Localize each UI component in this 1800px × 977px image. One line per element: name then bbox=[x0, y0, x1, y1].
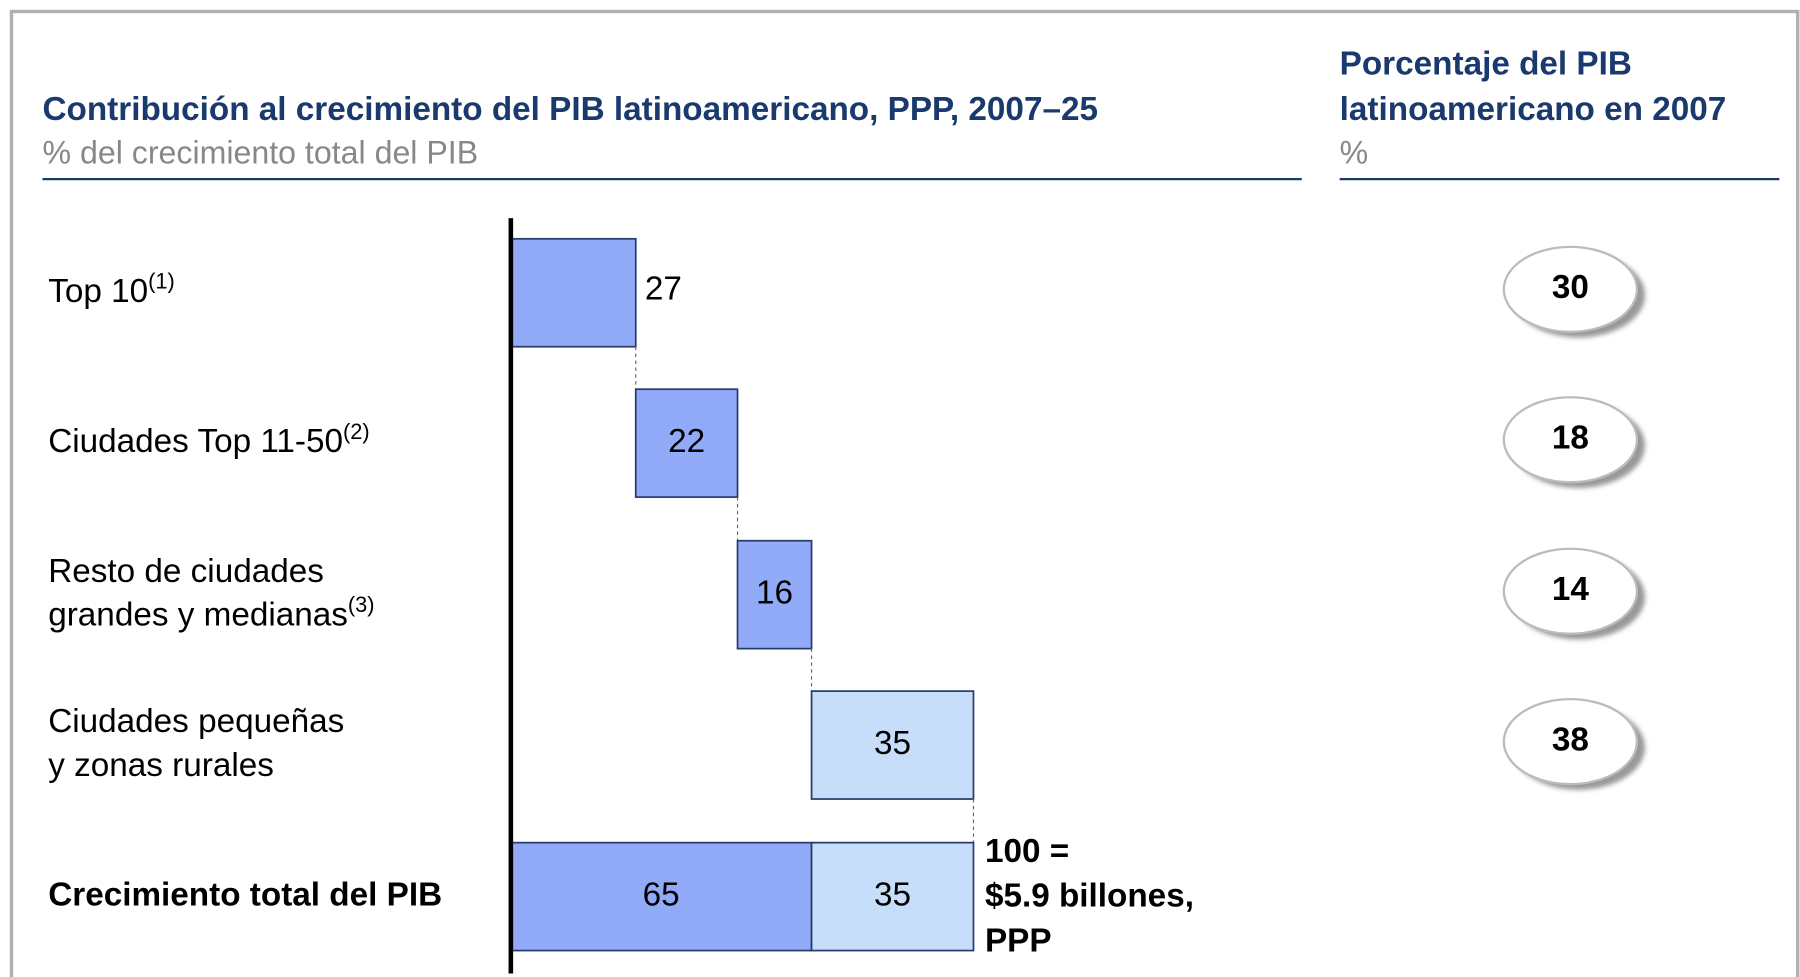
value-label: 35 bbox=[874, 876, 911, 913]
bar bbox=[810, 690, 975, 800]
category-text: Top 10 bbox=[48, 273, 148, 310]
total-bar bbox=[810, 841, 975, 952]
bubble-label: 30 bbox=[1552, 269, 1589, 306]
footnote: (1) bbox=[148, 268, 175, 293]
value-label: 22 bbox=[668, 423, 705, 460]
total-annotation: PPP bbox=[985, 922, 1052, 959]
category-label: Resto de ciudades bbox=[48, 553, 324, 590]
value-label: 35 bbox=[874, 725, 911, 762]
bubble bbox=[1502, 245, 1639, 333]
category-label: Top 10(1) bbox=[48, 268, 175, 309]
bar bbox=[509, 237, 637, 348]
category-label: Ciudades pequeñas bbox=[48, 703, 344, 740]
bubble bbox=[1502, 547, 1639, 635]
category-text: Resto de ciudades bbox=[48, 553, 324, 590]
value-label: 16 bbox=[756, 574, 793, 611]
bar bbox=[634, 388, 739, 498]
bubble bbox=[1502, 698, 1639, 786]
category-text: Ciudades Top 11-50 bbox=[48, 423, 343, 460]
bar bbox=[736, 539, 813, 650]
bubble-label: 14 bbox=[1552, 571, 1590, 608]
category-text: grandes y medianas bbox=[48, 596, 348, 633]
side-unit: % bbox=[1340, 135, 1369, 171]
bubble-label: 18 bbox=[1552, 420, 1589, 457]
chart-title: Contribución al crecimiento del PIB lati… bbox=[42, 91, 1098, 128]
value-label: 27 bbox=[645, 270, 682, 307]
total-annotation: 100 = bbox=[985, 833, 1069, 870]
total-annotation: $5.9 billones, bbox=[985, 878, 1194, 915]
side-title: Porcentaje del PIB bbox=[1340, 45, 1632, 82]
chart-subtitle: % del crecimiento total del PIB bbox=[42, 135, 478, 171]
bubble bbox=[1502, 396, 1639, 484]
category-text: Ciudades pequeñas bbox=[48, 703, 344, 740]
category-text: y zonas rurales bbox=[48, 747, 274, 784]
footnote: (3) bbox=[348, 592, 375, 617]
frame bbox=[9, 9, 1800, 977]
total-label: Crecimiento total del PIB bbox=[48, 876, 442, 913]
footnote: (2) bbox=[343, 419, 370, 444]
category-label: Ciudades Top 11-50(2) bbox=[48, 419, 369, 460]
value-label: 65 bbox=[643, 876, 680, 913]
bubble-label: 38 bbox=[1552, 721, 1589, 758]
side-title: latinoamericano en 2007 bbox=[1340, 91, 1727, 128]
category-label: grandes y medianas(3) bbox=[48, 592, 374, 633]
category-label: y zonas rurales bbox=[48, 747, 274, 784]
